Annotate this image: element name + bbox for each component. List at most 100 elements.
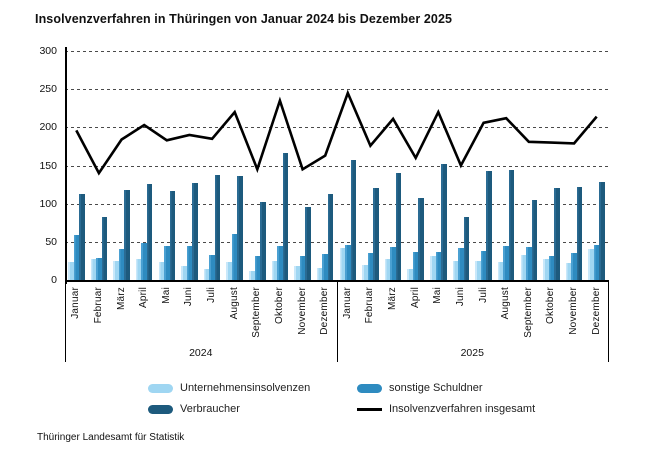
bar-verbraucher-m13: [350, 160, 357, 280]
source-attribution: Thüringer Landesamt für Statistik: [37, 432, 185, 443]
bar-unternehmensinsolvenzen-m23: [565, 263, 572, 280]
bar-verbraucher-m15: [395, 173, 402, 280]
bar-unternehmensinsolvenzen-m12: [316, 267, 323, 280]
bar-unternehmensinsolvenzen-m19: [475, 260, 481, 280]
bar-verbraucher-m14: [373, 187, 379, 280]
y-axis: [65, 47, 67, 284]
insolvenzverfahren-insgesamt-line: [75, 89, 598, 176]
bar-sonstige-schuldner-m10: [277, 246, 283, 280]
x-tick-label-juli-2024: Juli: [206, 287, 218, 303]
bar-sonstige-schuldner-m23: [571, 253, 577, 280]
bar-sonstige-schuldner-m8: [231, 234, 238, 280]
x-tick-label-januar-2024: Januar: [70, 287, 82, 319]
legend-label: sonstige Schuldner: [389, 382, 483, 394]
x-tick-label-märz-2024: März: [115, 287, 127, 311]
bar-unternehmensinsolvenzen-m7: [203, 268, 210, 280]
legend-item-unternehmensinsolvenzen: Unternehmensinsolvenzen: [148, 381, 310, 395]
x-tick-label-november-2025: November: [568, 287, 580, 335]
y-tick-label-250: 250: [39, 83, 57, 96]
bar-verbraucher-m1: [79, 193, 85, 280]
bar-unternehmensinsolvenzen-m4: [135, 258, 142, 280]
bar-verbraucher-m3: [124, 189, 130, 280]
y-tick-label-0: 0: [51, 274, 57, 286]
x-tick-label-september-2025: September: [522, 287, 534, 338]
bar-verbraucher-m5: [169, 191, 176, 280]
x-tick-label-april-2024: April: [138, 287, 150, 309]
x-tick-label-dezember-2025: Dezember: [590, 287, 602, 335]
x-tick-label-mai-2024: Mai: [160, 287, 172, 304]
bar-verbraucher-m11: [305, 207, 311, 280]
x-tick-label-juli-2025: Juli: [477, 287, 489, 303]
gridline-300: [65, 51, 608, 52]
bar-sonstige-schuldner-m12: [322, 254, 328, 280]
bar-unternehmensinsolvenzen-m21: [520, 254, 527, 280]
bar-verbraucher-m4: [146, 183, 153, 280]
bar-verbraucher-m8: [237, 176, 243, 280]
x-tick-label-oktober-2024: Oktober: [273, 287, 285, 324]
bar-unternehmensinsolvenzen-m15: [384, 258, 391, 280]
legend-swatch-unternehmensinsolvenzen: [148, 383, 173, 393]
bar-unternehmensinsolvenzen-m9: [249, 270, 255, 280]
x-tick-label-april-2025: April: [409, 287, 421, 309]
bar-sonstige-schuldner-m17: [435, 251, 442, 280]
bar-sonstige-schuldner-m11: [299, 255, 306, 280]
x-tick-label-februar-2024: Februar: [92, 287, 104, 324]
bar-unternehmensinsolvenzen-m3: [113, 260, 119, 280]
x-tick-label-juni-2024: Juni: [183, 287, 195, 307]
bar-sonstige-schuldner-m2: [96, 257, 102, 280]
x-tick-label-august-2024: August: [228, 287, 240, 320]
bar-unternehmensinsolvenzen-m11: [294, 266, 300, 280]
bar-unternehmensinsolvenzen-m10: [271, 260, 278, 280]
legend-item-verbraucher: Verbraucher: [148, 402, 240, 416]
bar-unternehmensinsolvenzen-m14: [362, 264, 368, 280]
bar-sonstige-schuldner-m19: [480, 250, 487, 280]
x-tick-label-märz-2025: März: [387, 287, 399, 311]
bar-unternehmensinsolvenzen-m24: [588, 249, 594, 280]
bar-verbraucher-m12: [327, 193, 334, 280]
bar-sonstige-schuldner-m9: [254, 256, 261, 280]
year-label-2024: 2024: [189, 347, 213, 359]
divider-left: [65, 281, 66, 362]
chart-title: Insolvenzverfahren in Thüringen von Janu…: [35, 12, 453, 26]
bar-unternehmensinsolvenzen-m8: [226, 261, 232, 280]
legend-label: Insolvenzverfahren insgesamt: [389, 403, 536, 415]
x-tick-label-november-2024: November: [296, 287, 308, 335]
legend-swatch-sonstige-schuldner: [357, 383, 382, 393]
bar-sonstige-schuldner-m4: [141, 242, 147, 280]
legend: Unternehmensinsolvenzen sonstige Schuldn…: [0, 379, 668, 421]
total-line-series: [75, 89, 598, 176]
bar-unternehmensinsolvenzen-m2: [90, 258, 97, 280]
bar-verbraucher-m23: [576, 186, 583, 280]
bar-verbraucher-m24: [599, 182, 605, 280]
legend-label: Verbraucher: [180, 403, 240, 415]
bar-unternehmensinsolvenzen-m6: [181, 265, 187, 280]
gridline-150: [65, 165, 608, 167]
x-axis: [65, 280, 609, 282]
bar-verbraucher-m16: [418, 197, 424, 280]
gridline-100: [65, 203, 608, 205]
legend-item-insgesamt: Insolvenzverfahren insgesamt: [357, 402, 535, 416]
x-tick-label-august-2025: August: [500, 287, 512, 320]
year-label-2025: 2025: [460, 347, 484, 359]
bar-sonstige-schuldner-m16: [412, 251, 419, 280]
bar-verbraucher-m10: [282, 153, 289, 280]
bar-verbraucher-m21: [531, 199, 538, 280]
divider-year: [336, 281, 338, 362]
bar-verbraucher-m6: [192, 183, 198, 280]
gridline-250: [65, 89, 608, 91]
x-tick-label-oktober-2025: Oktober: [545, 287, 557, 324]
bar-sonstige-schuldner-m15: [390, 247, 396, 280]
y-tick-label-300: 300: [39, 45, 57, 57]
y-tick-label-200: 200: [39, 121, 57, 134]
y-tick-label-150: 150: [39, 159, 57, 172]
bar-unternehmensinsolvenzen-m18: [452, 260, 459, 280]
bar-verbraucher-m7: [214, 175, 221, 280]
bar-unternehmensinsolvenzen-m13: [339, 247, 346, 280]
y-tick-label-50: 50: [45, 235, 57, 248]
legend-item-sonstige-schuldner: sonstige Schuldner: [357, 381, 483, 395]
x-tick-label-september-2024: September: [251, 287, 263, 338]
bar-sonstige-schuldner-m14: [367, 253, 374, 280]
bar-verbraucher-m20: [508, 170, 515, 280]
divider-right: [608, 281, 609, 362]
